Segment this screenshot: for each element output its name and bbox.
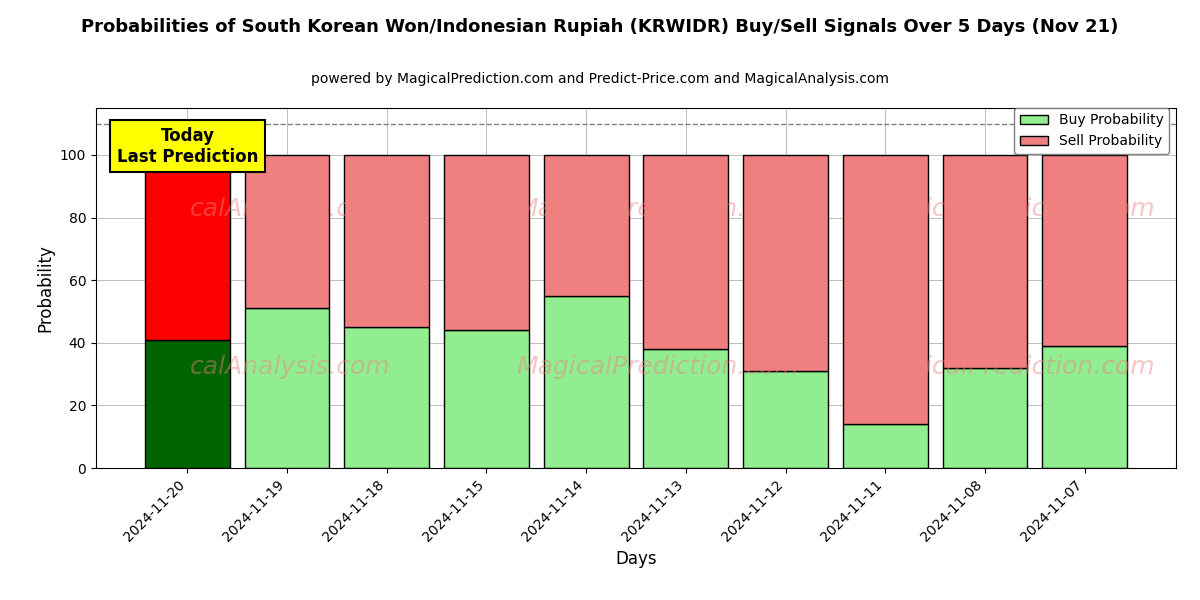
Bar	[444, 155, 529, 330]
Text: MagicalPrediction.com: MagicalPrediction.com	[872, 197, 1156, 221]
Bar	[544, 296, 629, 468]
Text: powered by MagicalPrediction.com and Predict-Price.com and MagicalAnalysis.com: powered by MagicalPrediction.com and Pre…	[311, 72, 889, 86]
Bar	[344, 155, 430, 327]
Text: MagicalPrediction.com: MagicalPrediction.com	[872, 355, 1156, 379]
Bar	[743, 371, 828, 468]
Bar	[444, 330, 529, 468]
Text: calAnalysis.com: calAnalysis.com	[190, 355, 391, 379]
Bar	[1042, 155, 1127, 346]
Bar	[544, 155, 629, 296]
Bar	[842, 424, 928, 468]
Bar	[643, 155, 728, 349]
Bar	[942, 155, 1027, 368]
X-axis label: Days: Days	[616, 550, 656, 568]
Text: Today
Last Prediction: Today Last Prediction	[116, 127, 258, 166]
Bar	[145, 155, 230, 340]
Bar	[245, 155, 330, 308]
Bar	[942, 368, 1027, 468]
Bar	[842, 155, 928, 424]
Bar	[145, 340, 230, 468]
Bar	[743, 155, 828, 371]
Text: Probabilities of South Korean Won/Indonesian Rupiah (KRWIDR) Buy/Sell Signals Ov: Probabilities of South Korean Won/Indone…	[82, 18, 1118, 36]
Text: calAnalysis.com: calAnalysis.com	[190, 197, 391, 221]
Text: MagicalPrediction.com: MagicalPrediction.com	[516, 355, 799, 379]
Bar	[344, 327, 430, 468]
Bar	[643, 349, 728, 468]
Legend: Buy Probability, Sell Probability: Buy Probability, Sell Probability	[1014, 108, 1169, 154]
Bar	[245, 308, 330, 468]
Bar	[1042, 346, 1127, 468]
Y-axis label: Probability: Probability	[36, 244, 54, 332]
Text: MagicalPrediction.com: MagicalPrediction.com	[516, 197, 799, 221]
